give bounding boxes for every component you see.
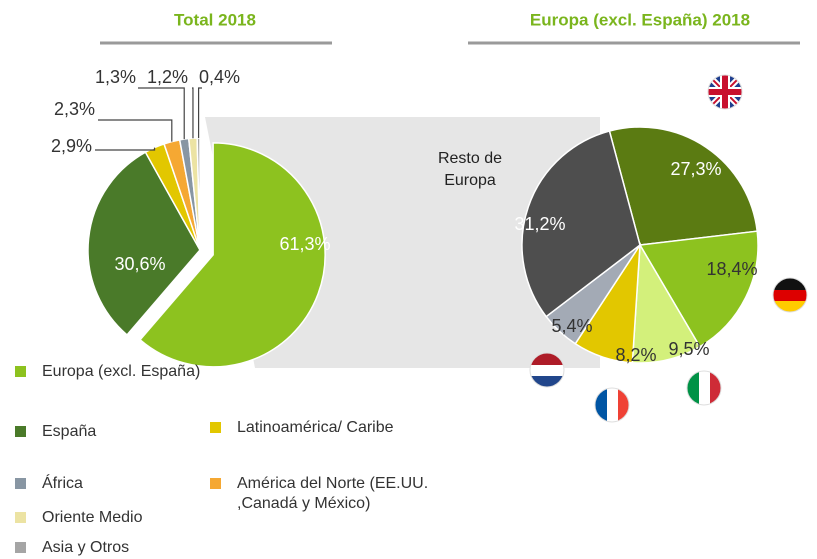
flag-ring — [686, 370, 722, 406]
legend-label: Latinoamérica/ Caribe — [237, 419, 394, 436]
leader-line — [197, 87, 202, 139]
legend-swatch — [15, 426, 26, 437]
legend-label: Oriente Medio — [42, 509, 143, 526]
value-label: 27,3% — [670, 159, 721, 179]
value-label: 61,3% — [279, 234, 330, 254]
legend-swatch — [15, 542, 26, 553]
leader-line — [98, 119, 173, 142]
flag-uk — [708, 75, 742, 109]
legend-swatch — [15, 366, 26, 377]
flag-ring — [772, 277, 808, 313]
flag-ring — [594, 387, 630, 423]
flag-ring — [707, 74, 743, 110]
pie-slice — [87, 151, 201, 336]
value-label: 5,4% — [551, 316, 592, 336]
leader-line — [138, 87, 185, 140]
pie-slice — [139, 142, 326, 368]
leader-line — [192, 87, 194, 139]
value-label: 1,3% — [95, 67, 136, 87]
legend-label: África — [42, 475, 83, 492]
value-label: 2,9% — [51, 136, 92, 156]
legend-swatch — [210, 478, 221, 489]
value-label: 2,3% — [54, 99, 95, 119]
value-label: 31,2% — [514, 214, 565, 234]
pie-slice — [638, 230, 759, 348]
flag-de — [773, 278, 807, 312]
value-label: 8,2% — [615, 345, 656, 365]
legend-label: América del Norte (EE.UU. ,Canadá y Méxi… — [237, 475, 429, 512]
category-label: Resto de Europa — [437, 150, 503, 189]
value-label: 0,4% — [199, 67, 240, 87]
value-label: 18,4% — [706, 259, 757, 279]
flag-it — [687, 371, 721, 405]
legend-swatch — [15, 512, 26, 523]
value-label: 9,5% — [668, 339, 709, 359]
legend-swatch — [15, 478, 26, 489]
pie-slice — [608, 126, 759, 246]
legend-swatch — [210, 422, 221, 433]
chart-title: Total 2018 — [174, 10, 256, 29]
flag-ring — [529, 352, 565, 388]
leader-line — [95, 147, 156, 151]
legend-label: Europa (excl. España) — [42, 363, 201, 380]
value-label: 30,6% — [114, 254, 165, 274]
legend-label: Asia y Otros — [42, 539, 130, 556]
legend-label: España — [42, 423, 97, 440]
pie-slice — [521, 130, 641, 318]
flag-nl — [530, 353, 564, 387]
value-label: 1,2% — [147, 67, 188, 87]
chart-title: Europa (excl. España) 2018 — [530, 10, 750, 29]
flag-fr — [595, 388, 629, 422]
